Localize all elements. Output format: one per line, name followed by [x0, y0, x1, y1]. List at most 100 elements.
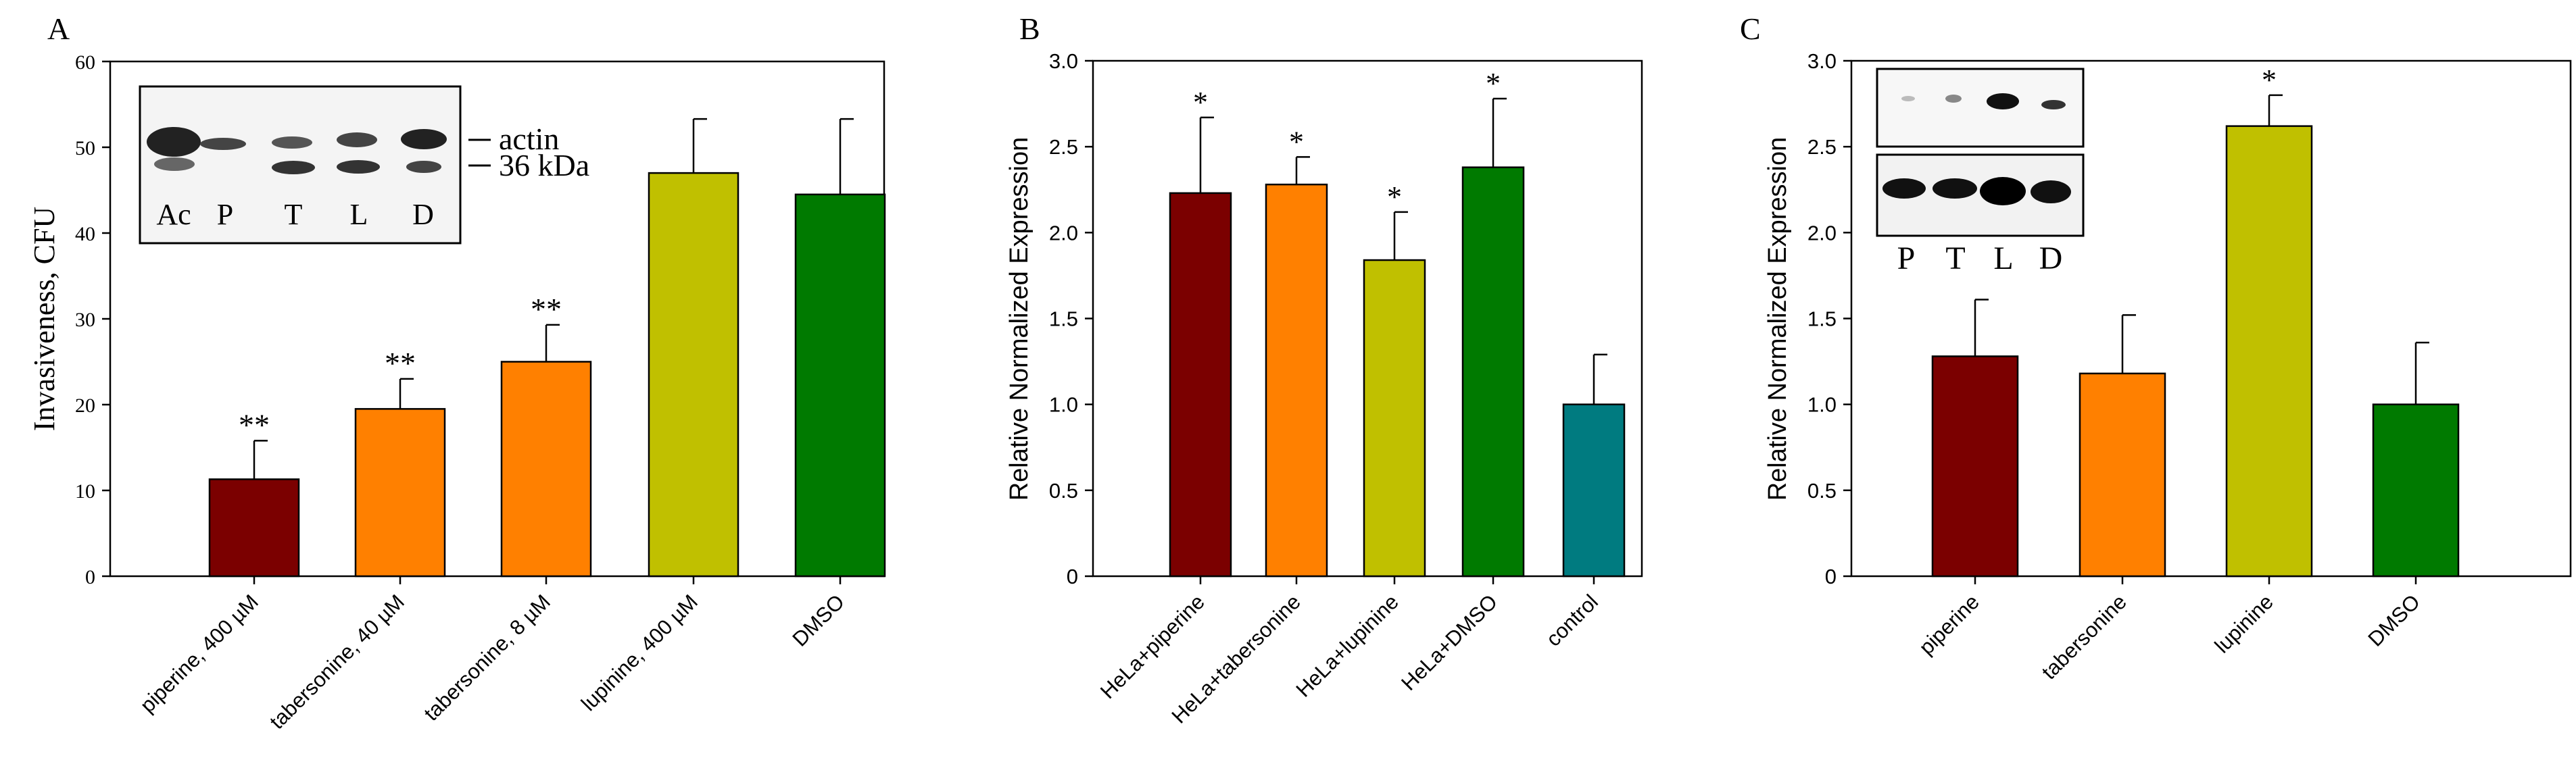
bar: [794, 193, 886, 578]
y-tick-label: 2.0: [1049, 221, 1078, 245]
blot-lane-label: T: [1945, 240, 1965, 276]
blot-band: [200, 138, 246, 150]
bar: [208, 478, 300, 578]
bar: [354, 408, 446, 578]
bar: [2372, 403, 2460, 578]
blot-band: [272, 161, 315, 174]
y-tick-label: 1.5: [1807, 307, 1837, 331]
x-category-label: lupinine: [2210, 590, 2278, 657]
blot-band: [272, 136, 312, 149]
blot-band: [401, 129, 447, 149]
bar: [1931, 355, 2019, 578]
x-category-label: control: [1541, 590, 1603, 651]
blot-band: [337, 160, 380, 174]
y-tick-label: 3.0: [1049, 49, 1078, 73]
western-blot-inset-a: Ac P T L D actin 36 kDa: [139, 85, 589, 245]
y-ticks-b: 0 0.5 1.0 1.5 2.0 2.5 3.0: [1049, 49, 1093, 588]
panel-c: Relative Normalized Expression 0 0.5 1.0 1.…: [1764, 49, 2572, 684]
y-tick-label: 0.5: [1807, 479, 1837, 503]
panel-letter-a: A: [47, 11, 70, 46]
blot-lane-label: L: [350, 198, 368, 231]
y-axis-label-c: Relative Normalized Expression: [1764, 137, 1792, 501]
blot-lane-label: T: [285, 198, 303, 231]
blot-band: [406, 161, 441, 173]
x-category-label: HeLa+DMSO: [1396, 590, 1502, 695]
blot-band: [1980, 177, 2026, 205]
panel-letter-b: B: [1019, 11, 1040, 46]
significance-marker: *: [1387, 180, 1402, 213]
blot-lane-label: D: [412, 198, 434, 231]
blot-band: [2041, 100, 2066, 109]
x-category-label: piperine: [1914, 590, 1984, 659]
significance-marker: **: [385, 346, 416, 380]
bar: [1265, 183, 1328, 578]
y-tick-label: 60: [75, 51, 95, 74]
blot-lane-label: Ac: [156, 198, 191, 231]
y-tick-label: 0.5: [1049, 479, 1078, 503]
y-tick-label: 2.0: [1807, 221, 1837, 245]
y-tick-label: 1.0: [1049, 393, 1078, 417]
y-tick-label: 0: [1067, 565, 1078, 588]
x-category-label: tabersonine: [2037, 590, 2131, 684]
y-tick-label: 50: [75, 137, 95, 159]
bar: [1363, 259, 1426, 578]
band-label-actin: actin: [499, 122, 559, 156]
bar: [648, 172, 739, 578]
y-tick-label: 3.0: [1807, 49, 1837, 73]
bar: [2225, 125, 2313, 578]
x-labels-a: piperine, 400 µM tabersonine, 40 µM tabers…: [135, 576, 849, 734]
y-tick-label: 20: [75, 394, 95, 417]
bars-a: ** ** **: [208, 118, 886, 578]
band-label-36kda: 36 kDa: [499, 148, 589, 182]
bar: [2079, 372, 2166, 578]
x-category-label: lupinine, 400 µM: [577, 590, 702, 715]
y-tick-label: 2.5: [1049, 135, 1078, 159]
blot-lane-labels-a: Ac P T L D: [156, 198, 434, 231]
bar: [1169, 192, 1232, 578]
x-category-label: tabersonine, 40 µM: [265, 590, 409, 734]
blot-band: [337, 132, 377, 147]
bar: [500, 361, 592, 578]
blot-lane-label: D: [2039, 240, 2063, 276]
y-tick-label: 0: [1825, 565, 1837, 588]
y-tick-label: 0: [85, 566, 95, 588]
significance-marker: **: [239, 407, 270, 442]
y-tick-label: 2.5: [1807, 135, 1837, 159]
blot-band: [1933, 178, 1977, 199]
significance-marker: *: [2262, 63, 2277, 97]
panel-letter-c: C: [1740, 11, 1761, 46]
x-labels-b: HeLa+piperineHeLa+tabersonineHeLa+lupini…: [1096, 576, 1603, 728]
y-tick-label: 1.0: [1807, 393, 1837, 417]
blot-band: [154, 157, 195, 171]
blot-band: [1987, 93, 2019, 109]
y-tick-label: 10: [75, 480, 95, 503]
panel-a: Invasiveness, CFU 0 10 20 30 40 50 60 ** ** ** p…: [28, 51, 886, 734]
blot-band: [1945, 95, 1962, 103]
x-category-label: piperine, 400 µM: [135, 590, 262, 717]
x-category-label: DMSO: [787, 590, 849, 651]
x-labels-c: piperine tabersonine lupinine DMSO: [1914, 576, 2425, 684]
y-axis-label-b: Relative Normalized Expression: [1005, 137, 1034, 501]
significance-marker: **: [531, 292, 562, 326]
panel-b: Relative Normalized Expression 0 0.5 1.0 1.…: [1005, 49, 1643, 728]
blot-band: [147, 127, 201, 157]
bar: [1562, 403, 1626, 578]
y-tick-label: 1.5: [1049, 307, 1078, 331]
blot-lane-label: L: [1993, 240, 2013, 276]
y-tick-label: 40: [75, 223, 95, 245]
y-axis-label-a: Invasiveness, CFU: [28, 207, 61, 431]
blot-band: [1901, 96, 1915, 101]
y-tick-label: 30: [75, 309, 95, 331]
blot-band: [2031, 180, 2071, 203]
blot-band: [1882, 178, 1926, 199]
blot-lane-label: P: [217, 198, 233, 231]
significance-marker: *: [1193, 86, 1208, 119]
y-ticks-a: 0 10 20 30 40 50 60: [75, 51, 110, 588]
x-category-label: DMSO: [2363, 590, 2425, 651]
y-ticks-c: 0 0.5 1.0 1.5 2.0 2.5 3.0: [1807, 49, 1851, 588]
significance-marker: *: [1486, 67, 1501, 100]
bar: [1461, 166, 1525, 578]
